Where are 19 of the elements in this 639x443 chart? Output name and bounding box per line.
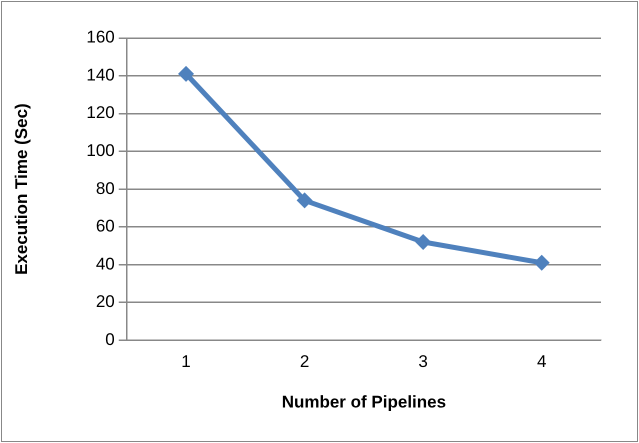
y-axis-title: Execution Time (Sec) — [12, 103, 31, 275]
y-tick-label: 160 — [86, 28, 115, 47]
point — [296, 192, 313, 208]
x-tick-label: 4 — [536, 352, 546, 372]
point — [415, 234, 432, 250]
x-tick-label: 1 — [181, 352, 191, 372]
y-tick-label: 120 — [86, 103, 115, 122]
x-tick-label: 3 — [418, 352, 428, 372]
y-tick-label: 40 — [96, 254, 115, 274]
y-tick-label: 80 — [96, 178, 115, 198]
x-axis-title: Number of Pipelines — [282, 392, 446, 412]
y-tick-label: 60 — [96, 216, 115, 236]
y-tick-label: 100 — [86, 141, 115, 160]
point — [534, 254, 550, 271]
point — [178, 66, 194, 82]
y-tick-label: 20 — [96, 292, 115, 312]
x-tick-label: 2 — [300, 352, 310, 372]
y-tick-label: 0 — [105, 330, 115, 349]
y-tick-label: 140 — [86, 65, 115, 84]
